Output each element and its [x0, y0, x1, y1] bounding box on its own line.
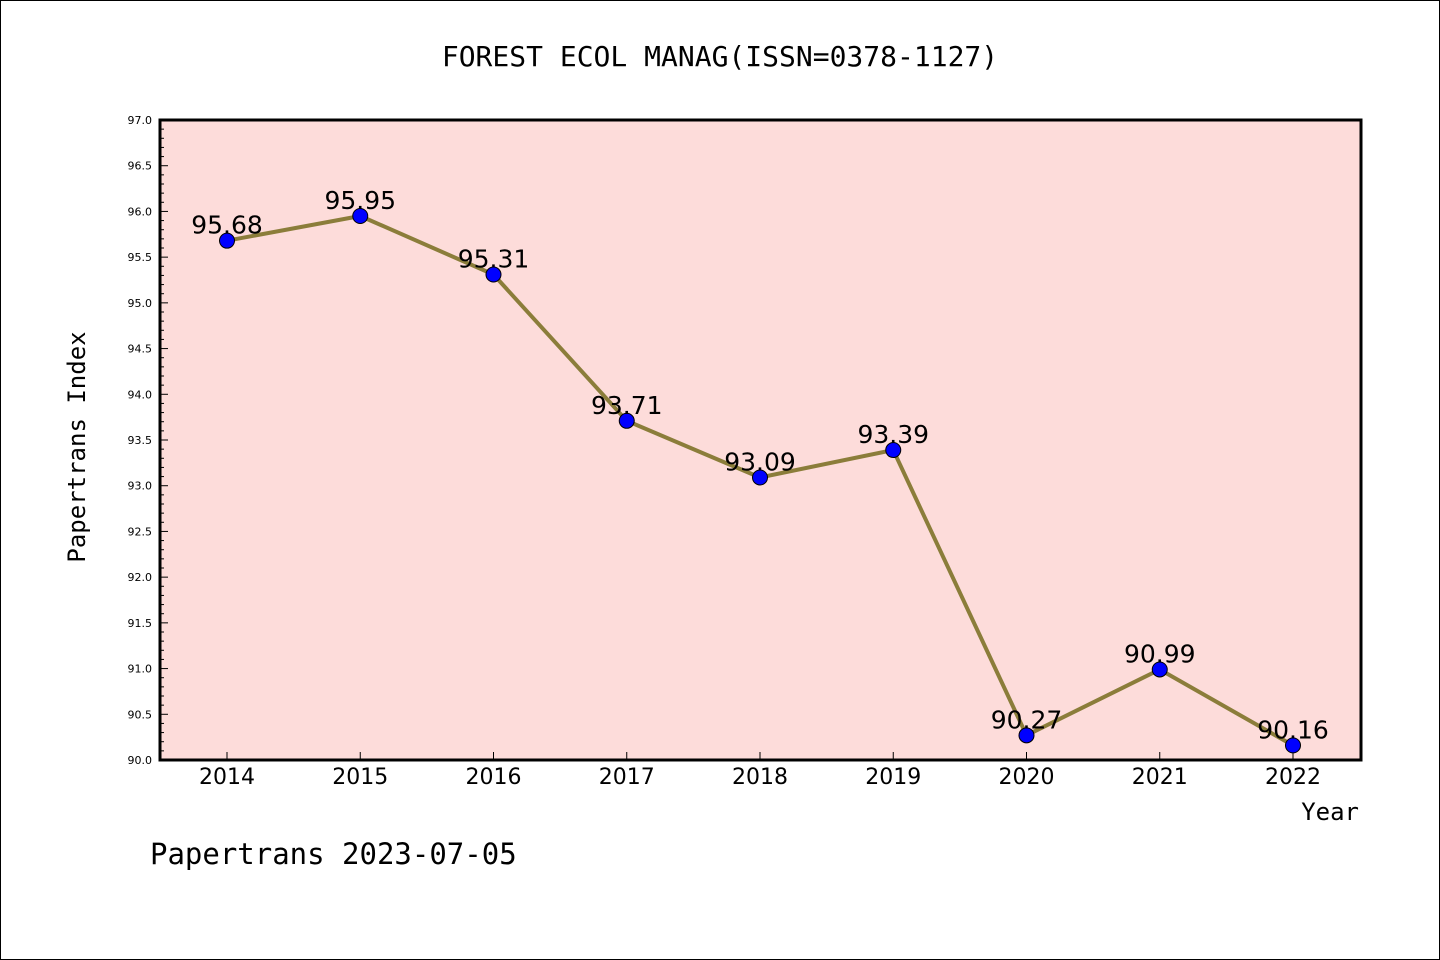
x-tick-label: 2022 [1265, 765, 1321, 790]
data-label: 95.95 [324, 186, 396, 215]
y-tick-label: 94.0 [128, 388, 153, 401]
y-tick-label: 97.0 [128, 114, 153, 127]
y-axis: 90.0 90.5 91.0 91.5 92.0 92.5 93.0 93.5 94.0 94.5… [128, 114, 168, 767]
y-tick-label: 96.0 [128, 205, 153, 218]
y-tick-label: 92.5 [128, 525, 153, 538]
y-tick-label: 93.0 [128, 480, 153, 493]
footer-date: Papertrans 2023-07-05 [150, 837, 517, 871]
x-tick-label: 2019 [865, 765, 921, 790]
y-tick-label: 90.0 [128, 754, 153, 767]
data-point [1151, 661, 1168, 678]
data-label: 90.99 [1124, 639, 1196, 668]
data-label: 90.27 [991, 705, 1063, 734]
x-tick-label: 2018 [732, 765, 788, 790]
data-label: 93.39 [857, 420, 929, 449]
y-tick-label: 91.0 [128, 663, 153, 676]
data-point [485, 266, 502, 283]
data-point [885, 442, 902, 459]
data-point [618, 412, 635, 429]
data-point [352, 208, 369, 224]
x-tick-label: 2021 [1132, 765, 1188, 790]
data-point [752, 469, 768, 486]
y-tick-label: 93.5 [128, 434, 153, 447]
data-point [1285, 737, 1301, 754]
y-tick-label: 96.5 [128, 160, 153, 173]
x-tick-label: 2015 [332, 765, 388, 790]
data-label: 93.09 [724, 447, 796, 476]
series-group: 95.68 95.95 95.31 93.71 93.09 93.39 90.27 90.99… [191, 186, 1329, 754]
x-tick-label: 2017 [599, 765, 655, 790]
chart-title: FOREST ECOL MANAG(ISSN=0378-1127) [442, 40, 998, 73]
data-label: 90.16 [1257, 715, 1329, 744]
plot-area [158, 118, 1363, 762]
x-tick-label: 2020 [999, 765, 1055, 790]
y-tick-label: 95.5 [128, 251, 153, 264]
x-axis: 2014 2015 2016 2017 2018 2019 2020 2021 2022 [199, 752, 1321, 790]
y-axis-label: Papertrans Index [63, 331, 91, 562]
data-point [1018, 727, 1035, 744]
y-tick-label: 91.5 [128, 617, 153, 630]
y-tick-label: 94.5 [128, 343, 153, 356]
data-label: 95.68 [191, 211, 263, 240]
data-point [219, 232, 235, 249]
data-label: 93.71 [591, 391, 663, 420]
x-tick-label: 2016 [466, 765, 522, 790]
y-tick-label: 95.0 [128, 297, 153, 310]
data-label: 95.31 [458, 245, 530, 274]
y-tick-label: 90.5 [128, 708, 153, 721]
y-tick-label: 92.0 [128, 571, 153, 584]
x-tick-label: 2014 [199, 765, 255, 790]
x-axis-label: Year [1301, 798, 1359, 826]
